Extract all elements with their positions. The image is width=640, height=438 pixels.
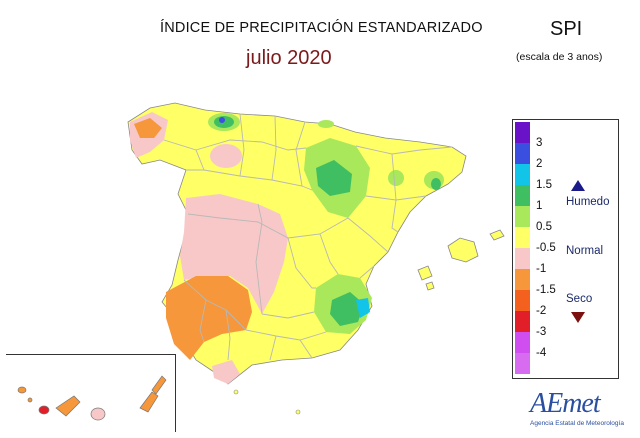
severe-dry-galicia — [134, 118, 162, 138]
legend-swatch — [515, 269, 530, 290]
legend-wet-label: Humedo — [566, 196, 610, 208]
legend-dry-label: Seco — [566, 293, 593, 305]
canary-inset-frame — [6, 354, 176, 432]
legend-tick-label: -3 — [536, 326, 547, 338]
wet-light-east — [388, 170, 404, 186]
legend-swatch — [515, 143, 530, 164]
legend-swatch — [515, 353, 530, 374]
legend-swatch — [515, 332, 530, 353]
province-borders — [163, 113, 453, 361]
legend-tick-label: -1.5 — [536, 284, 556, 296]
map-subtitle: julio 2020 — [246, 47, 332, 69]
index-label: SPI — [550, 18, 583, 40]
menorca — [489, 229, 505, 241]
wet-triangle-icon — [571, 180, 585, 191]
wet-light-north — [318, 120, 334, 128]
legend-tick-label: 2 — [536, 158, 543, 170]
dry-south-coast — [212, 360, 240, 384]
legend-swatch — [515, 122, 530, 143]
legend-swatch — [515, 227, 530, 248]
legend-tick-label: -0.5 — [536, 242, 556, 254]
legend-swatch — [515, 164, 530, 185]
very-dry-southwest — [166, 276, 252, 360]
wet-catalonia — [431, 178, 441, 190]
scale-note: (escala de 3 anos) — [516, 51, 603, 63]
mallorca — [447, 237, 479, 263]
formentera — [425, 281, 435, 291]
legend-tick-label: -2 — [536, 305, 547, 317]
dry-patch-north — [210, 144, 242, 168]
wet-soria — [316, 160, 352, 196]
ceuta — [233, 389, 239, 395]
canary-islands — [17, 375, 167, 421]
dry-triangle-icon — [571, 312, 585, 323]
aemet-logo-caption: Agencia Estatal de Meteorología — [530, 420, 624, 427]
legend-swatch — [515, 311, 530, 332]
legend-tick-label: 1.5 — [536, 179, 552, 191]
legend-tick-label: 0.5 — [536, 221, 552, 233]
wet-southeast — [330, 292, 364, 326]
legend-tick-label: 1 — [536, 200, 543, 212]
legend-swatch — [515, 185, 530, 206]
aemet-logo: AEmet — [530, 388, 601, 419]
legend-tick-label: -1 — [536, 263, 547, 275]
legend-swatch — [515, 206, 530, 227]
ibiza — [417, 265, 433, 281]
legend-tick-label: 3 — [536, 137, 543, 149]
very-wet-asturias — [219, 117, 225, 123]
very-wet-southeast — [356, 298, 370, 318]
melilla — [295, 409, 301, 415]
map-title: ÍNDICE DE PRECIPITACIÓN ESTANDARIZADO — [160, 20, 483, 36]
legend-swatch — [515, 290, 530, 311]
legend-swatch — [515, 248, 530, 269]
legend-normal-label: Normal — [566, 245, 604, 257]
legend-tick-label: -4 — [536, 347, 547, 359]
